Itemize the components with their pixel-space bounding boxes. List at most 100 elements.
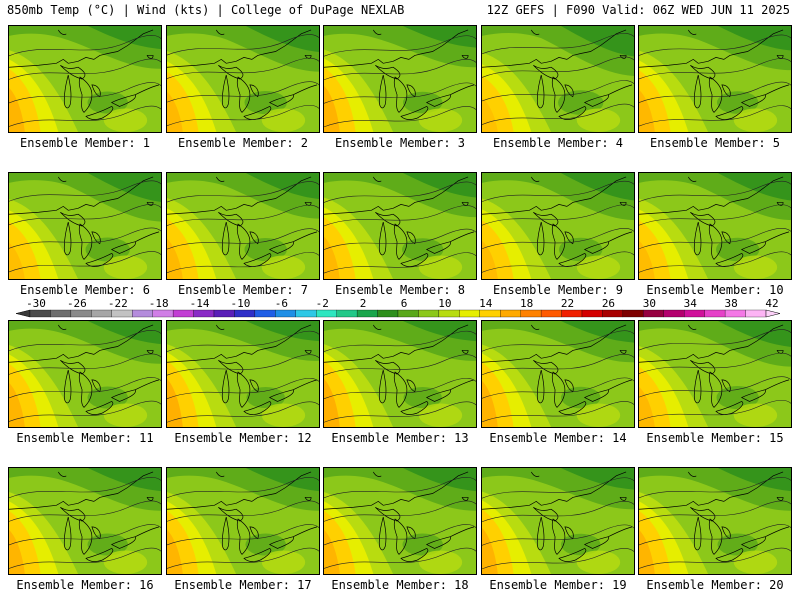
colorbar-swatch [275,309,296,318]
ensemble-panel [8,320,162,428]
temperature-map [639,468,791,574]
colorbar-tick-label: -18 [149,297,169,310]
colorbar-swatch [316,309,337,318]
colorbar-swatch [91,309,112,318]
ensemble-member-label: Ensemble Member: 4 [492,136,624,150]
ensemble-member-label: Ensemble Member: 9 [492,283,624,297]
map-title: 850mb Temp (°C) | Wind (kts) | College o… [7,3,405,17]
colorbar-swatch [724,309,746,318]
colorbar-tick-label: -14 [190,297,210,310]
colorbar-swatch [295,309,317,318]
ensemble-panel [481,320,635,428]
temperature-map [167,173,319,279]
colorbar-swatch [397,309,419,318]
ensemble-panel [8,467,162,575]
temperature-map [9,26,161,132]
ensemble-member-label: Ensemble Member: 18 [331,578,469,592]
ensemble-panel [166,25,320,133]
colorbar-swatch [602,309,624,318]
colorbar-swatch [254,309,276,318]
temperature-map [167,468,319,574]
colorbar-swatch [643,309,664,318]
colorbar-swatch [663,309,685,318]
colorbar-swatch [50,309,72,318]
colorbar-swatch [356,309,378,318]
colorbar-swatch [418,309,440,318]
colorbar-tick-label: -26 [67,297,87,310]
colorbar-swatch [172,309,194,318]
ensemble-panel [481,467,635,575]
temperature-map [482,26,634,132]
colorbar-swatch [561,309,583,318]
colorbar-tick-label: 42 [765,297,778,310]
colorbar-swatch [684,309,705,318]
temperature-map [9,468,161,574]
temperature-map [639,173,791,279]
colorbar-tick-label: 2 [360,297,367,310]
colorbar-tick-label: 26 [602,297,615,310]
temperature-map [167,26,319,132]
colorbar-swatch [152,309,174,318]
colorbar-swatch [377,309,399,318]
ensemble-member-label: Ensemble Member: 5 [649,136,781,150]
temperature-map [324,468,476,574]
colorbar-swatch [132,309,153,318]
ensemble-member-label: Ensemble Member: 16 [16,578,154,592]
ensemble-member-label: Ensemble Member: 10 [646,283,784,297]
ensemble-member-label: Ensemble Member: 14 [489,431,627,445]
colorbar-swatch [459,309,480,318]
colorbar-swatch [29,309,51,318]
colorbar-swatch [193,309,215,318]
colorbar-tick-label: 18 [520,297,533,310]
ensemble-panel [323,467,477,575]
colorbar-tick-label: 10 [438,297,451,310]
ensemble-panel [166,172,320,280]
colorbar-tick-label: 30 [643,297,656,310]
ensemble-panel [323,172,477,280]
temperature-map [9,173,161,279]
ensemble-panel [481,172,635,280]
ensemble-panel [638,467,792,575]
colorbar-tick-label: -30 [26,297,46,310]
colorbar-swatch [70,309,92,318]
colorbar-tick-label: 34 [684,297,698,310]
colorbar-swatch [520,309,542,318]
temperature-map [324,173,476,279]
colorbar-swatch [500,309,521,318]
colorbar-tick-label: 14 [479,297,493,310]
colorbar-tick-label: 6 [401,297,408,310]
ensemble-member-label: Ensemble Member: 2 [177,136,309,150]
colorbar-tick-label: -6 [275,297,288,310]
ensemble-member-label: Ensemble Member: 1 [19,136,151,150]
colorbar-swatch [213,309,235,318]
temperature-map [9,321,161,427]
temperature-colorbar: -30 -26 -22 -18 -14 -10 -6 -2 2 6 10 14 18 22 26 30 34 38… [15,297,781,318]
colorbar-swatch [704,309,726,318]
ensemble-member-label: Ensemble Member: 19 [489,578,627,592]
ensemble-member-label: Ensemble Member: 12 [174,431,312,445]
ensemble-member-label: Ensemble Member: 17 [174,578,312,592]
ensemble-panel [638,172,792,280]
ensemble-member-label: Ensemble Member: 7 [177,283,309,297]
colorbar-swatch [479,309,501,318]
temperature-map [167,321,319,427]
ensemble-panel [323,25,477,133]
colorbar-tick-label: -2 [316,297,329,310]
temperature-map [482,468,634,574]
colorbar-tick-label: -10 [231,297,251,310]
ensemble-panel [638,320,792,428]
colorbar-swatch [234,309,256,318]
temperature-map [324,321,476,427]
ensemble-panel [8,172,162,280]
ensemble-member-label: Ensemble Member: 6 [19,283,151,297]
ensemble-panel [323,320,477,428]
colorbar-swatch [540,309,562,318]
temperature-map [482,321,634,427]
valid-time: 12Z GEFS | F090 Valid: 06Z WED JUN 11 20… [486,3,790,17]
colorbar-swatch [438,309,460,318]
temperature-map [639,321,791,427]
colorbar-left-arrow [15,309,31,318]
colorbar-tick-label: 38 [724,297,737,310]
temperature-map [639,26,791,132]
colorbar-swatch [745,309,767,318]
